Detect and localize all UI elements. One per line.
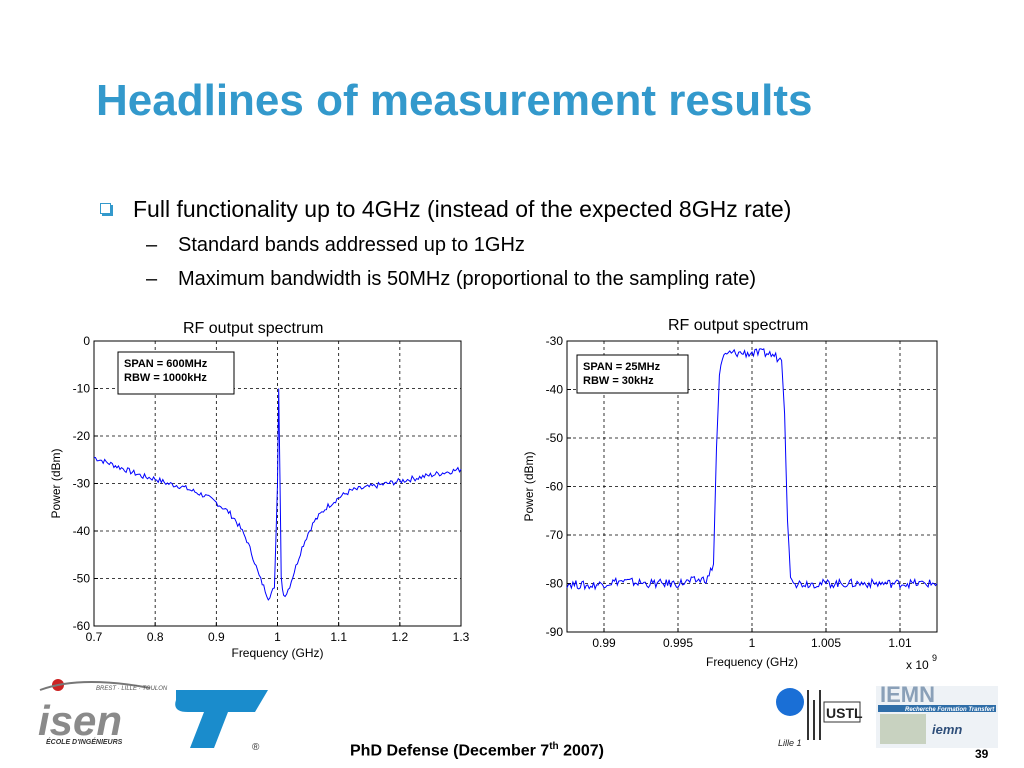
iemn-wordmark: IEMN [880,682,935,707]
isen-wordmark: isen [38,697,122,744]
y-tick-label: 0 [83,334,90,348]
st-mark-icon [175,690,268,748]
x-tick-label: 1 [274,630,281,644]
y-tick-label: -60 [73,619,91,633]
iemn-building-icon [880,714,926,744]
y-tick-label: -40 [546,383,564,397]
ustl-circle-icon [776,688,804,716]
ustl-wordmark: USTL [826,705,863,721]
y-tick-label: -70 [546,528,564,542]
iemn-logo: IEMN Recherche Formation Transfert iemn [876,682,998,748]
ustl-frame-icon [823,701,861,723]
y-tick-label: -50 [546,431,564,445]
x-axis-label: Frequency (GHz) [231,646,323,660]
main-bullet-text: Full functionality up to 4GHz (instead o… [133,196,792,222]
dash-marker: – [146,234,158,256]
sub-bullet-text: Maximum bandwidth is 50MHz (proportional… [178,268,757,290]
y-tick-label: -90 [546,625,564,639]
y-tick-label: -80 [546,577,564,591]
footer-text: PhD Defense (December 7th 2007) [350,741,604,760]
x-tick-label: 0.99 [592,636,616,650]
sub-bullet-text: Standard bands addressed up to 1GHz [178,234,525,256]
footer-superscript: th [549,741,559,752]
sub-bullet-2: – Maximum bandwidth is 50MHz (proportiona… [146,268,756,291]
y-axis-label: Power (dBm) [49,448,63,518]
y-tick-label: -60 [546,480,564,494]
x-axis-label: Frequency (GHz) [706,655,798,669]
page-number: 39 [975,747,989,761]
annotation-box [117,351,235,395]
iemn-sub: iemn [932,722,962,737]
iemn-line: Recherche Formation Transfert [905,707,995,713]
spectrum-line [93,388,462,601]
iemn-band [878,705,996,712]
st-logo: ST ® [175,690,268,753]
y-tick-label: -20 [73,429,91,443]
ustl-city: Lille 1 [778,738,802,748]
sub-bullet-1: – Standard bands addressed up to 1GHz [146,234,525,257]
square-bullet-icon [100,203,111,214]
y-tick-label: -10 [73,382,91,396]
st-registered-mark: ® [252,742,260,753]
footer-suffix: 2007) [558,742,605,760]
isen-tagline: BREST · LILLE · TOULON [96,686,168,692]
x-multiplier-label: x 10 [906,658,929,672]
x-tick-label: 1.1 [330,630,347,644]
x-tick-label: 0.7 [86,630,103,644]
x-multiplier-exponent: 9 [932,653,937,663]
isen-swoosh-icon [39,680,151,691]
y-tick-label: -30 [73,477,91,491]
dash-marker: – [146,268,158,290]
footer-prefix: PhD Defense (December 7 [350,742,550,760]
x-tick-label: 1.2 [391,630,408,644]
annotation-text: RBW = 30kHz [583,375,654,387]
x-tick-label: 0.9 [208,630,225,644]
y-tick-label: -50 [73,572,91,586]
annotation-text: RBW = 1000kHz [124,372,207,384]
slide-title: Headlines of measurement results [96,76,813,125]
plot-frame [566,340,938,633]
x-tick-label: 1.3 [453,630,470,644]
spectrum-line [566,348,938,591]
chart-left-title: RF output spectrum [183,320,324,337]
x-tick-label: 1.005 [811,636,841,650]
x-tick-label: 0.995 [663,636,693,650]
y-tick-label: -40 [73,524,91,538]
chart-right-title: RF output spectrum [668,317,809,334]
ustl-logo: USTL Lille 1 [776,688,863,748]
y-tick-label: -30 [546,334,564,348]
annotation-text: SPAN = 25MHz [583,361,661,373]
isen-subtitle: ÉCOLE D'INGÉNIEURS [46,737,123,746]
annotation-text: SPAN = 600MHz [124,358,208,370]
y-axis-label: Power (dBm) [522,451,536,521]
x-tick-label: 1.01 [888,636,912,650]
x-tick-label: 0.8 [147,630,164,644]
ustl-bars-icon [807,690,821,740]
main-bullet: Full functionality up to 4GHz (instead o… [100,196,791,223]
annotation-box [576,354,689,394]
isen-logo: BREST · LILLE · TOULON isen ÉCOLE D'INGÉ… [38,679,168,746]
plot-frame [93,340,462,627]
x-tick-label: 1 [749,636,756,650]
